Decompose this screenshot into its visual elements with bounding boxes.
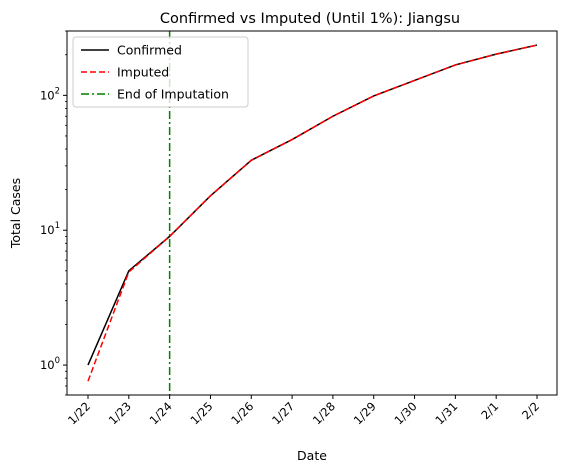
legend: Confirmed Imputed End of Imputation [72,36,249,108]
legend-label: Confirmed [117,43,182,58]
x-axis-label: Date [297,448,327,463]
y-tick-label: 100 [40,356,60,372]
x-tick-label: 1/26 [228,399,256,427]
x-tick-label: 1/22 [65,399,93,427]
series-line-imputed [87,44,538,382]
plot-frame [66,30,558,396]
x-tick-label: 1/30 [392,399,420,427]
chart-title: Confirmed vs Imputed (Until 1%): Jiangsu [160,11,460,27]
legend-label: Imputed [117,65,169,80]
y-tick-label: 101 [40,221,60,237]
legend-box [72,36,249,108]
x-tick-label: 1/24 [147,399,175,427]
y-tick-label: 102 [40,86,60,102]
x-tick-label: 1/28 [310,399,338,427]
x-tick-label: 1/29 [351,399,379,427]
x-tick-label: 1/23 [106,399,134,427]
x-tick-label: 2/2 [519,399,542,422]
x-tick-label: 1/25 [187,399,215,427]
y-axis: 100 101 102 [40,30,67,396]
x-tick-label: 1/31 [432,399,460,427]
legend-label: End of Imputation [117,87,229,102]
x-tick-label: 1/27 [269,399,297,427]
x-axis: 1/22 1/23 1/24 1/25 1/26 1/27 1/28 1/29 1/30 1/31… [65,395,542,427]
x-tick-label: 2/1 [478,399,501,422]
y-axis-label: Total Cases [8,178,23,249]
